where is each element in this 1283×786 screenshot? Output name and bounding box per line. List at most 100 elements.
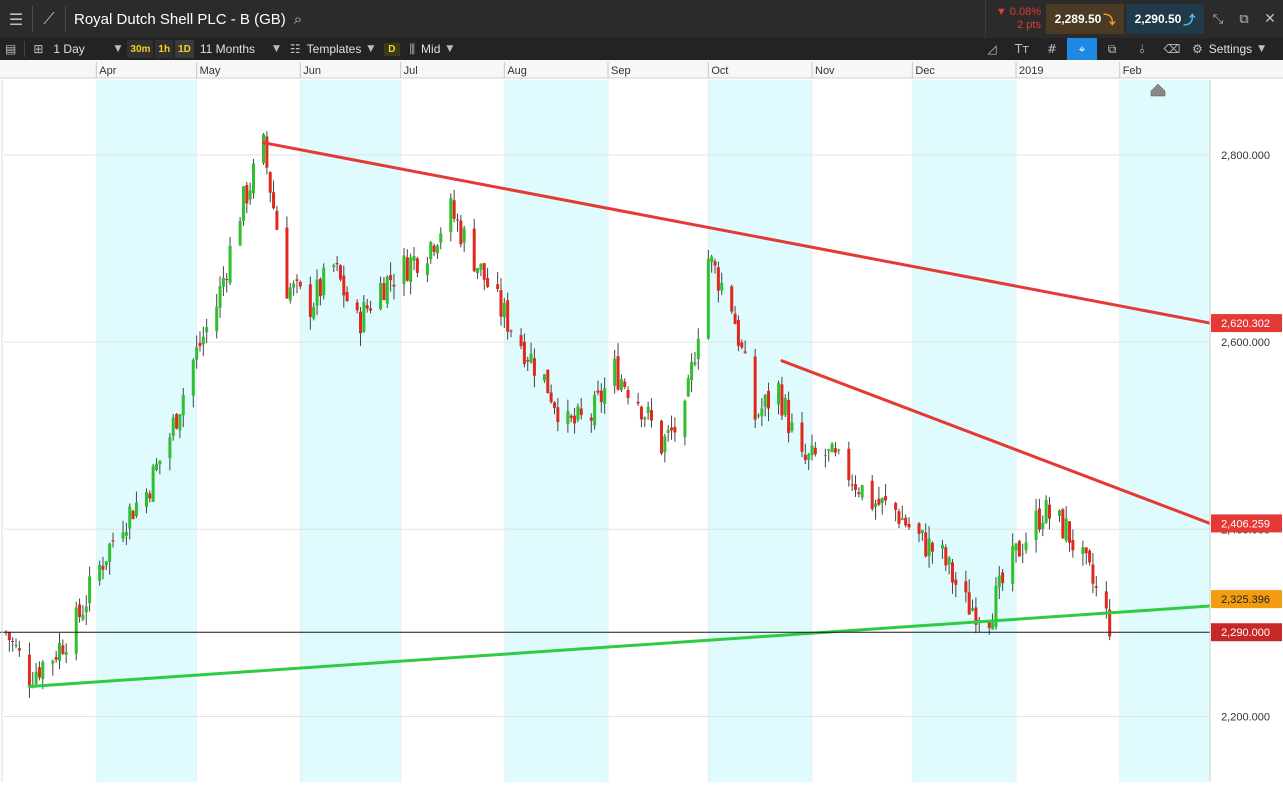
candle-body <box>950 562 954 583</box>
draw-line-icon[interactable]: ◿ <box>987 42 997 56</box>
trendlines[interactable] <box>0 141 1212 689</box>
grid-lines <box>4 80 1210 782</box>
scroll-marker-icon[interactable] <box>1150 83 1166 97</box>
candle-body <box>790 422 794 431</box>
candle-body <box>1024 542 1028 551</box>
candle-body <box>733 313 737 325</box>
interval-select[interactable]: 1 Day ▼ <box>48 38 126 60</box>
candle-body <box>519 335 523 347</box>
candle-body <box>175 414 179 429</box>
y-axis-background <box>1210 80 1283 782</box>
close-icon[interactable]: ✕ <box>1264 11 1276 27</box>
candle-body <box>1071 539 1075 551</box>
candle-body <box>181 394 185 416</box>
candle-body <box>777 382 781 405</box>
candle-body <box>971 608 975 611</box>
candle-body <box>251 163 255 194</box>
text-size-icon[interactable]: Tт <box>1014 42 1030 56</box>
candle-body <box>362 302 366 333</box>
price-chart[interactable]: Apr May Jun Jul Aug Sep Oct Nov Dec 2019 Feb 2,800… <box>0 60 1283 786</box>
candle-body <box>298 281 302 287</box>
panels-icon[interactable]: ⊞ <box>33 42 44 56</box>
settings-button[interactable]: ⚙ Settings ▼ <box>1187 38 1283 60</box>
x-tick-label: May <box>200 65 221 77</box>
candle-body <box>392 284 396 287</box>
candle-body <box>894 503 898 510</box>
candle-body <box>720 282 724 291</box>
candle-body <box>345 291 349 301</box>
candle-body <box>589 417 593 421</box>
candle-body <box>623 381 627 387</box>
candle-body <box>743 351 747 353</box>
candle-body <box>11 641 15 643</box>
candle-body <box>904 517 908 526</box>
candle-body <box>7 632 11 641</box>
candle-body <box>880 498 884 503</box>
copy-icon[interactable]: ⧉ <box>1107 41 1117 56</box>
grid-icon[interactable]: # <box>1046 42 1058 56</box>
header-bar: ☰ ⟋ Royal Dutch Shell PLC - B (GB) ⌕ ▼ 0… <box>0 0 1283 38</box>
candle-body <box>121 532 125 539</box>
layout-icon[interactable]: ▤ <box>5 42 17 56</box>
templates-select[interactable]: ☷ Templates ▼ <box>285 38 379 60</box>
candle-body <box>556 407 560 423</box>
candle-body <box>552 402 556 408</box>
search-icon[interactable]: ⌕ <box>293 10 303 28</box>
candle-body <box>14 644 18 646</box>
candle-body <box>295 279 299 281</box>
d-badge-button[interactable]: D <box>379 38 404 60</box>
sell-price-button[interactable]: 2,289.50 ⤵ <box>1046 4 1124 34</box>
interval-30m-button[interactable]: 30m <box>127 40 154 58</box>
candle-body <box>111 540 115 542</box>
candle-body <box>713 261 717 266</box>
price-mode-select[interactable]: ⫼ Mid ▼ <box>405 38 459 60</box>
candle-body <box>205 327 209 333</box>
chart-type-icon[interactable]: ⟋ <box>43 9 55 28</box>
candle-body <box>639 406 643 420</box>
candle-body <box>101 565 105 570</box>
candle-body <box>486 277 490 287</box>
candle-body <box>730 286 734 312</box>
candle-body <box>191 359 195 396</box>
tag-icon[interactable]: ⌫ <box>1163 42 1181 56</box>
trendline-resistance-upper[interactable] <box>262 141 1212 325</box>
candle-body <box>944 547 948 566</box>
arrow-down-icon: ⤵ <box>1103 12 1116 27</box>
candle-body <box>41 662 45 680</box>
candle-body <box>877 498 881 505</box>
candle-body <box>359 311 363 334</box>
current-price-tag <box>1211 623 1282 642</box>
chevron-down-icon: ▼ <box>446 44 454 54</box>
crosshair-icon[interactable]: ⌖ <box>1067 38 1097 60</box>
candle-body <box>342 275 346 296</box>
indicator-icon[interactable]: ⫰ <box>1139 41 1145 56</box>
candle-body <box>432 245 436 252</box>
trendline-resistance-lower[interactable] <box>780 359 1212 525</box>
candle-body <box>767 390 771 409</box>
x-axis-background <box>0 60 1283 78</box>
marker-price-label: 2,325.396 <box>1221 594 1270 606</box>
candles <box>4 131 1112 698</box>
candle-body <box>308 284 312 317</box>
trendline-support[interactable] <box>27 604 1212 689</box>
range-select[interactable]: 11 Months ▼ <box>195 38 285 60</box>
candle-body <box>660 420 664 454</box>
candle-body <box>573 415 577 424</box>
lower-trendline-tag <box>1211 514 1282 533</box>
x-axis: Apr May Jun Jul Aug Sep Oct Nov Dec 2019 Feb <box>0 60 1283 97</box>
candle-body <box>870 480 874 509</box>
candle-body <box>994 585 998 627</box>
candle-body <box>619 379 623 391</box>
menu-icon[interactable]: ☰ <box>8 9 24 29</box>
candle-body <box>823 454 827 456</box>
collapse-icon[interactable]: ⤡ <box>1212 11 1224 27</box>
buy-price-button[interactable]: 2,290.50 ⤴ <box>1126 4 1204 34</box>
x-tick-label: Dec <box>915 65 935 77</box>
interval-1h-button[interactable]: 1h <box>155 40 174 58</box>
candle-body <box>649 410 653 421</box>
gear-icon: ⚙ <box>1192 42 1203 56</box>
candle-body <box>285 227 289 299</box>
popout-icon[interactable]: ⧉ <box>1239 11 1249 27</box>
buy-price: 2,290.50 <box>1134 12 1182 26</box>
interval-1d-button[interactable]: 1D <box>175 40 194 58</box>
